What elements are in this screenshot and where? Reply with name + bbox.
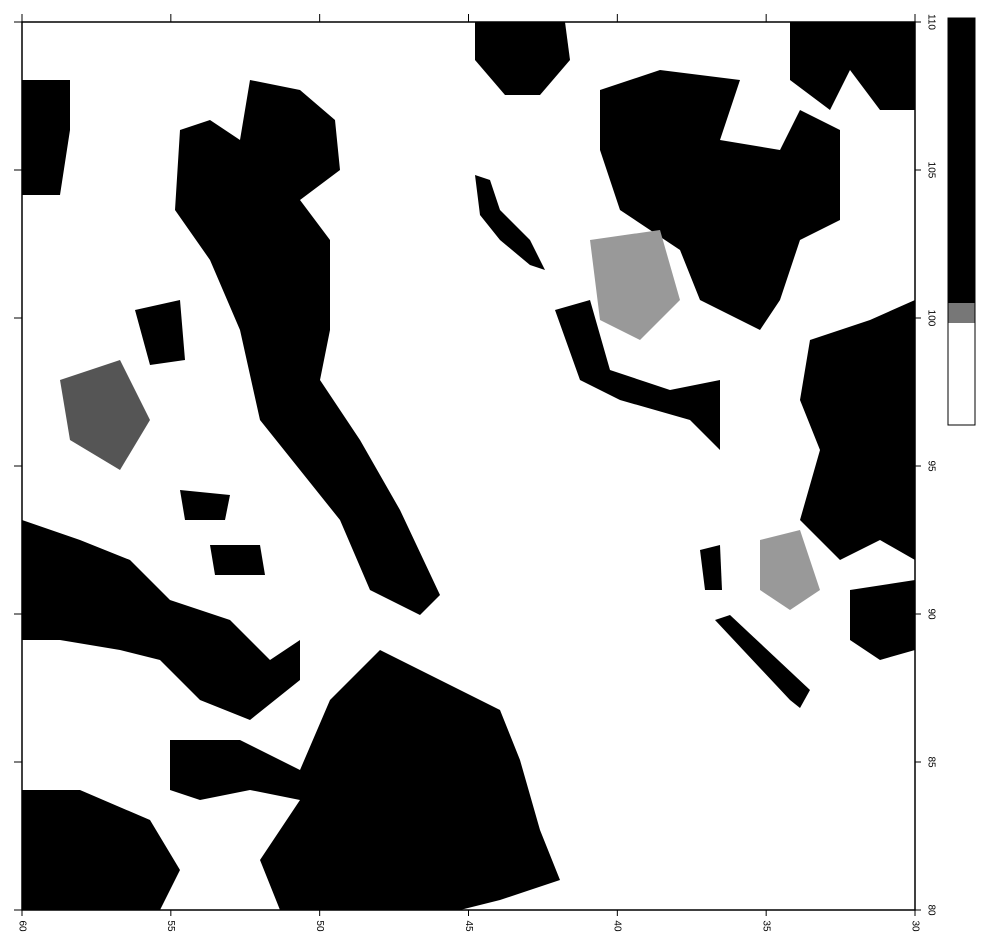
y-tick-label: 95 xyxy=(925,460,936,472)
dark-region xyxy=(170,650,560,910)
dark-region xyxy=(600,70,840,330)
x-tick-label: 45 xyxy=(463,920,474,932)
dark-region xyxy=(555,300,720,450)
gray-region xyxy=(60,360,150,470)
colorbar xyxy=(947,17,976,426)
dark-region xyxy=(850,580,915,660)
y-tick-label: 110 xyxy=(925,14,936,30)
x-tick-label: 60 xyxy=(16,920,27,932)
dark-region xyxy=(790,22,915,110)
gray-region xyxy=(760,530,820,610)
y-tick-label: 90 xyxy=(925,608,936,620)
dark-region xyxy=(180,490,230,520)
y-tick-label: 85 xyxy=(925,756,936,768)
x-tick-label: 50 xyxy=(314,920,325,932)
colorbar-frame xyxy=(947,17,976,426)
x-tick-label: 40 xyxy=(612,920,623,932)
dark-region xyxy=(475,22,570,95)
dark-region xyxy=(135,300,185,365)
dark-region xyxy=(22,790,180,910)
dark-region xyxy=(175,80,440,615)
colorbar-mid xyxy=(948,303,975,323)
raster xyxy=(22,22,915,910)
colorbar-dark xyxy=(948,18,975,303)
dark-region xyxy=(22,80,70,195)
y-tick-label: 105 xyxy=(925,162,936,179)
y-tick-label: 80 xyxy=(925,904,936,916)
x-tick-label: 30 xyxy=(909,920,920,932)
dark-region xyxy=(800,300,915,560)
gray-region xyxy=(590,230,680,340)
dark-region xyxy=(475,175,545,270)
x-tick-label: 35 xyxy=(761,920,772,932)
dark-region xyxy=(715,615,810,708)
dark-region xyxy=(210,545,265,575)
x-tick-label: 55 xyxy=(165,920,176,932)
y-tick-label: 100 xyxy=(925,310,936,327)
dark-region xyxy=(22,520,300,720)
dark-region xyxy=(700,545,722,590)
